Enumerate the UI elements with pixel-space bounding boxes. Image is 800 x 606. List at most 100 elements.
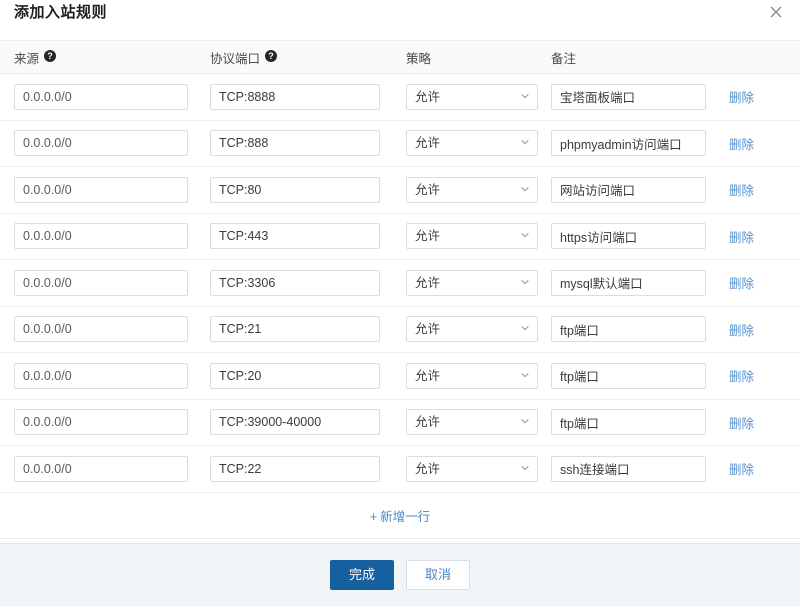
source-input[interactable] <box>14 130 188 157</box>
cell-action: 删除 <box>729 134 800 153</box>
add-row-button[interactable]: + 新增一行 <box>370 506 430 525</box>
protocol-port-input[interactable] <box>210 362 380 389</box>
table-row: 允许拒绝 删除 <box>0 74 800 121</box>
table-row: 允许拒绝 删除 <box>0 260 800 307</box>
column-header-protocol-port-label: 协议端口 <box>210 51 261 66</box>
delete-rule-button[interactable]: 删除 <box>729 91 755 106</box>
cell-policy: 允许拒绝 <box>396 455 539 482</box>
protocol-port-input[interactable] <box>210 316 380 343</box>
policy-select[interactable]: 允许拒绝 <box>406 409 538 436</box>
cell-protocol-port <box>198 130 396 157</box>
remark-input[interactable] <box>551 83 706 110</box>
delete-rule-button[interactable]: 删除 <box>729 137 755 152</box>
cell-action: 删除 <box>729 413 800 432</box>
policy-select-wrapper: 允许拒绝 <box>406 362 538 389</box>
protocol-port-input[interactable] <box>210 130 380 157</box>
source-input[interactable] <box>14 362 188 389</box>
cell-source <box>0 409 198 436</box>
delete-rule-button[interactable]: 删除 <box>729 323 755 338</box>
delete-rule-button[interactable]: 删除 <box>729 184 755 199</box>
protocol-port-input[interactable] <box>210 83 380 110</box>
protocol-port-input[interactable] <box>210 223 380 250</box>
policy-select[interactable]: 允许拒绝 <box>406 455 538 482</box>
source-input[interactable] <box>14 316 188 343</box>
cell-policy: 允许拒绝 <box>396 316 539 343</box>
protocol-port-input[interactable] <box>210 269 380 296</box>
column-header-policy-label: 策略 <box>406 51 432 66</box>
cell-remark <box>539 83 729 110</box>
remark-input[interactable] <box>551 409 706 436</box>
close-icon[interactable] <box>764 0 788 24</box>
policy-select-wrapper: 允许拒绝 <box>406 83 538 110</box>
policy-select[interactable]: 允许拒绝 <box>406 130 538 157</box>
table-row: 允许拒绝 删除 <box>0 306 800 353</box>
table-row: 允许拒绝 删除 <box>0 399 800 446</box>
cell-source <box>0 223 198 250</box>
policy-select-wrapper: 允许拒绝 <box>406 316 538 343</box>
policy-select[interactable]: 允许拒绝 <box>406 316 538 343</box>
source-input[interactable] <box>14 269 188 296</box>
page-title: 添加入站规则 <box>14 4 108 21</box>
policy-select-wrapper: 允许拒绝 <box>406 130 538 157</box>
cell-protocol-port <box>198 176 396 203</box>
cell-protocol-port <box>198 409 396 436</box>
policy-select[interactable]: 允许拒绝 <box>406 176 538 203</box>
delete-rule-button[interactable]: 删除 <box>729 230 755 245</box>
cell-protocol-port <box>198 316 396 343</box>
policy-select[interactable]: 允许拒绝 <box>406 223 538 250</box>
delete-rule-button[interactable]: 删除 <box>729 463 755 478</box>
cell-action: 删除 <box>729 366 800 385</box>
remark-input[interactable] <box>551 223 706 250</box>
cell-action: 删除 <box>729 273 800 292</box>
column-header-source: 来源? <box>0 48 198 67</box>
cell-remark <box>539 176 729 203</box>
source-input[interactable] <box>14 223 188 250</box>
remark-input[interactable] <box>551 176 706 203</box>
column-header-remark-label: 备注 <box>551 51 577 66</box>
table-header-row: 来源? 协议端口? 策略 备注 <box>0 40 800 74</box>
delete-rule-button[interactable]: 删除 <box>729 370 755 385</box>
cell-policy: 允许拒绝 <box>396 269 539 296</box>
table-row: 允许拒绝 删除 <box>0 446 800 493</box>
cell-source <box>0 362 198 389</box>
source-input[interactable] <box>14 409 188 436</box>
plus-icon: + <box>369 509 378 524</box>
protocol-port-input[interactable] <box>210 455 380 482</box>
confirm-button[interactable]: 完成 <box>329 560 394 590</box>
remark-input[interactable] <box>551 316 706 343</box>
cell-action: 删除 <box>729 459 800 478</box>
source-input[interactable] <box>14 176 188 203</box>
protocol-port-input[interactable] <box>210 409 380 436</box>
remark-input[interactable] <box>551 455 706 482</box>
help-icon-source[interactable]: ? <box>44 50 57 62</box>
column-header-protocol-port: 协议端口? <box>198 48 396 67</box>
cell-remark <box>539 130 729 157</box>
cell-remark <box>539 409 729 436</box>
remark-input[interactable] <box>551 130 706 157</box>
delete-rule-button[interactable]: 删除 <box>729 416 755 431</box>
table-row: 允许拒绝 删除 <box>0 167 800 214</box>
policy-select[interactable]: 允许拒绝 <box>406 83 538 110</box>
cancel-button[interactable]: 取消 <box>406 560 471 590</box>
cell-source <box>0 316 198 343</box>
help-icon-protocol-port[interactable]: ? <box>265 50 278 62</box>
source-input[interactable] <box>14 83 188 110</box>
delete-rule-button[interactable]: 删除 <box>729 277 755 292</box>
cell-source <box>0 455 198 482</box>
add-row-label: 新增一行 <box>380 509 431 524</box>
policy-select-wrapper: 允许拒绝 <box>406 269 538 296</box>
cell-remark <box>539 223 729 250</box>
cell-source <box>0 83 198 110</box>
protocol-port-input[interactable] <box>210 176 380 203</box>
policy-select[interactable]: 允许拒绝 <box>406 269 538 296</box>
cell-source <box>0 176 198 203</box>
column-header-source-label: 来源 <box>14 51 40 66</box>
policy-select[interactable]: 允许拒绝 <box>406 362 538 389</box>
source-input[interactable] <box>14 455 188 482</box>
remark-input[interactable] <box>551 362 706 389</box>
cell-policy: 允许拒绝 <box>396 223 539 250</box>
cell-remark <box>539 455 729 482</box>
remark-input[interactable] <box>551 269 706 296</box>
cell-action: 删除 <box>729 227 800 246</box>
cell-protocol-port <box>198 455 396 482</box>
